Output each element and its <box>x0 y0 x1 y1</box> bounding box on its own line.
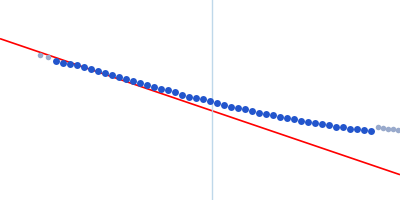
Point <box>368 130 374 133</box>
Point <box>235 106 241 110</box>
Point <box>74 64 80 67</box>
Point <box>277 115 283 118</box>
Point <box>151 85 157 88</box>
Point <box>326 124 332 127</box>
Point <box>207 100 213 103</box>
Point <box>375 125 381 128</box>
Point <box>347 127 353 130</box>
Point <box>228 105 234 108</box>
Point <box>88 67 94 70</box>
Point <box>95 70 101 73</box>
Point <box>305 120 311 124</box>
Point <box>37 53 43 56</box>
Point <box>385 127 391 130</box>
Point <box>284 116 290 120</box>
Point <box>102 72 108 75</box>
Point <box>361 128 367 132</box>
Point <box>395 128 400 132</box>
Point <box>221 103 227 106</box>
Point <box>242 108 248 111</box>
Point <box>340 126 346 129</box>
Point <box>53 59 59 62</box>
Point <box>256 111 262 114</box>
Point <box>319 122 325 126</box>
Point <box>137 82 143 85</box>
Point <box>165 88 171 92</box>
Point <box>298 119 304 122</box>
Point <box>291 118 297 121</box>
Point <box>333 125 339 128</box>
Point <box>380 126 386 130</box>
Point <box>179 93 185 96</box>
Point <box>109 74 115 77</box>
Point <box>123 78 129 81</box>
Point <box>130 80 136 83</box>
Point <box>193 96 199 100</box>
Point <box>81 66 87 69</box>
Point <box>158 87 164 90</box>
Point <box>249 109 255 112</box>
Point <box>186 95 192 98</box>
Point <box>67 62 73 66</box>
Point <box>200 98 206 101</box>
Point <box>45 56 51 59</box>
Point <box>144 84 150 87</box>
Point <box>312 122 318 125</box>
Point <box>60 61 66 64</box>
Point <box>214 102 220 105</box>
Point <box>116 76 122 79</box>
Point <box>390 128 396 131</box>
Point <box>172 90 178 94</box>
Point <box>263 112 269 116</box>
Point <box>354 128 360 131</box>
Point <box>270 114 276 117</box>
